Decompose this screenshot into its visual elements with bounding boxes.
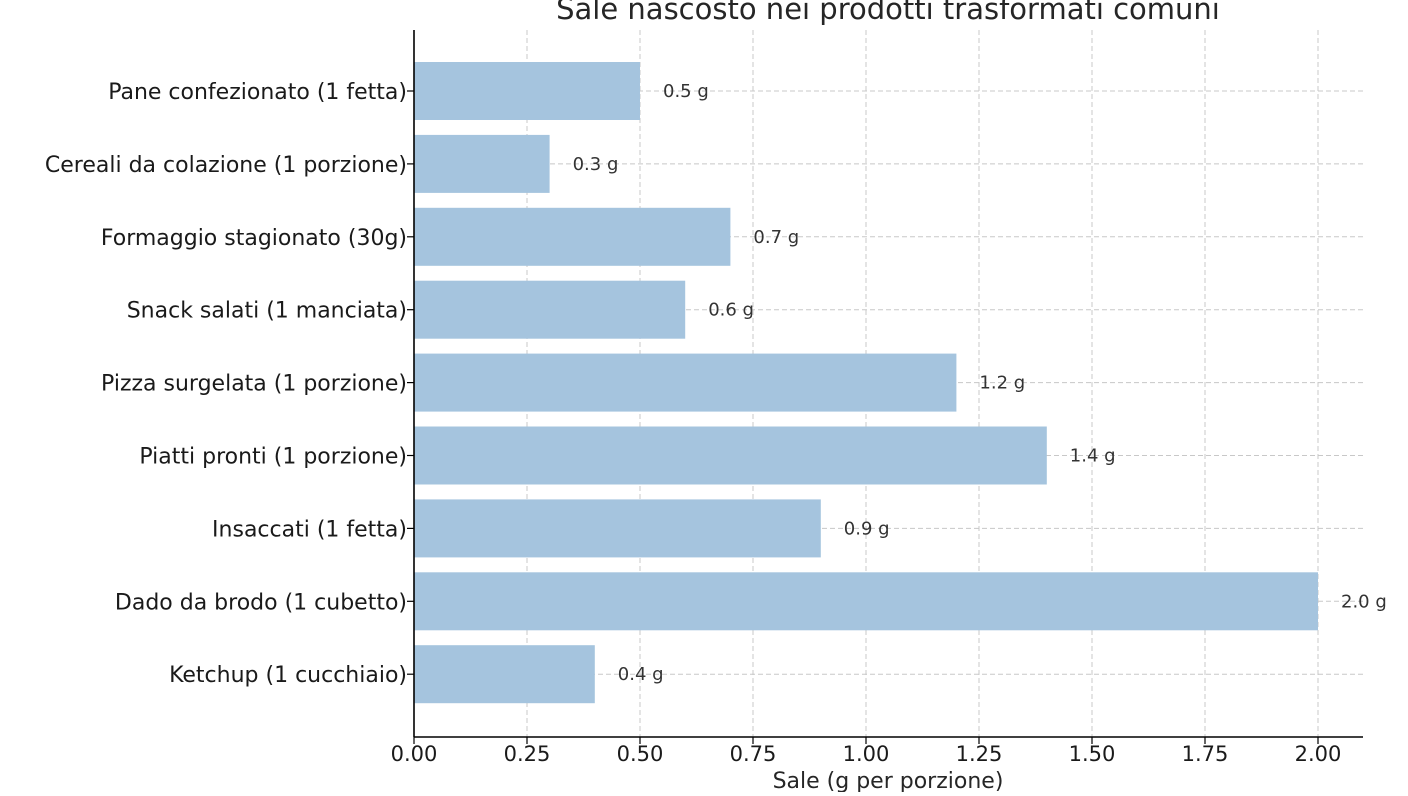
category-label: Dado da brodo (1 cubetto) <box>115 590 407 615</box>
x-tick-label: 1.50 <box>1069 742 1116 766</box>
bar <box>414 499 821 558</box>
data-labels: 0.5 g 0.3 g 0.7 g 0.6 g 1.2 g 1.4 g 0.9 g 2.0 g… <box>573 81 1387 685</box>
bar <box>414 134 550 193</box>
bars <box>414 62 1318 704</box>
x-tick-label: 0.50 <box>617 742 664 766</box>
x-tick-label: 1.00 <box>843 742 890 766</box>
category-label: Insaccati (1 fetta) <box>212 517 407 542</box>
bar-value-label: 0.9 g <box>844 518 890 539</box>
bar-value-label: 0.4 g <box>618 664 664 685</box>
bar <box>414 353 957 412</box>
category-label: Snack salati (1 manciata) <box>127 299 407 324</box>
bar-value-label: 0.3 g <box>573 154 619 175</box>
x-tick-label: 1.75 <box>1182 742 1229 766</box>
x-tick-label: 1.25 <box>956 742 1003 766</box>
chart-title: Sale nascosto nei prodotti trasformati c… <box>556 0 1220 26</box>
bar <box>414 207 731 266</box>
bar-value-label: 0.5 g <box>663 81 709 102</box>
bar <box>414 62 640 120</box>
bar-value-label: 2.0 g <box>1341 591 1387 612</box>
category-label: Cereali da colazione (1 porzione) <box>45 153 407 178</box>
x-tick-label: 0.25 <box>504 742 551 766</box>
bar <box>414 645 595 704</box>
category-label: Formaggio stagionato (30g) <box>101 226 407 251</box>
x-axis-title: Sale (g per porzione) <box>773 769 1004 792</box>
category-labels: Pane confezionato (1 fetta) Cereali da co… <box>45 80 407 688</box>
category-label: Piatti pronti (1 porzione) <box>139 445 407 470</box>
category-label: Ketchup (1 cucchiaio) <box>169 663 407 688</box>
x-tick-label: 0.75 <box>730 742 777 766</box>
category-label: Pizza surgelata (1 porzione) <box>101 372 407 397</box>
bar-value-label: 1.2 g <box>979 373 1025 394</box>
x-axis-ticks: 0.00 0.25 0.50 0.75 1.00 1.25 1.50 1.75 2.00 <box>391 90 1342 766</box>
category-label: Pane confezionato (1 fetta) <box>108 80 407 105</box>
bar-value-label: 1.4 g <box>1070 446 1116 467</box>
bar <box>414 572 1318 631</box>
bar <box>414 280 686 339</box>
bar-value-label: 0.7 g <box>753 227 799 248</box>
x-tick-label: 0.00 <box>391 742 438 766</box>
bar <box>414 426 1047 485</box>
bar-value-label: 0.6 g <box>708 300 754 321</box>
x-tick-label: 2.00 <box>1295 742 1342 766</box>
